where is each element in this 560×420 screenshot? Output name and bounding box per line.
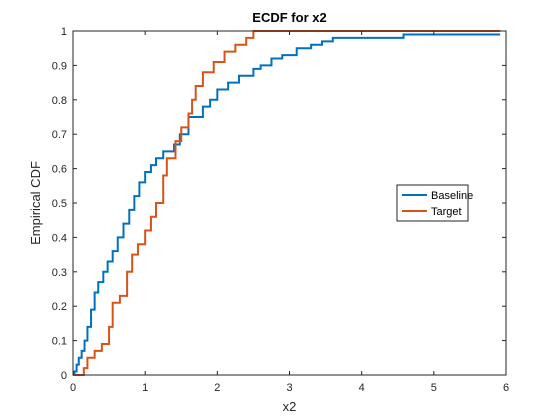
y-tick-label: 0.8 bbox=[52, 95, 67, 107]
y-tick-label: 0.7 bbox=[52, 129, 67, 141]
x-tick-label: 0 bbox=[70, 382, 76, 394]
x-tick-label: 6 bbox=[503, 382, 509, 394]
y-tick-label: 0 bbox=[61, 370, 67, 382]
y-axis-label: Empirical CDF bbox=[28, 161, 43, 245]
chart-title: ECDF for x2 bbox=[252, 10, 326, 25]
y-tick-label: 0.3 bbox=[52, 267, 67, 279]
x-tick-label: 4 bbox=[359, 382, 365, 394]
series-layer bbox=[73, 30, 501, 376]
y-tick-label: 0.6 bbox=[52, 164, 67, 176]
y-tick-label: 0.9 bbox=[52, 60, 67, 72]
x-axis-label: x2 bbox=[283, 399, 297, 414]
x-tick-label: 1 bbox=[142, 382, 148, 394]
legend-box bbox=[396, 184, 469, 222]
legend: Baseline Target bbox=[396, 184, 473, 222]
y-tick-label: 0.1 bbox=[52, 336, 67, 348]
legend-label-baseline: Baseline bbox=[431, 190, 473, 202]
x-tick-label: 5 bbox=[431, 382, 437, 394]
series-line-target bbox=[73, 30, 501, 376]
x-tick-label: 2 bbox=[214, 382, 220, 394]
axes-layer: 0 1 2 3 4 5 6 0 0.1 0.2 0.3 0.4 0.5 0.6 0.7 0.8 0.9 1 bbox=[52, 26, 509, 394]
y-tick-label: 0.5 bbox=[52, 198, 67, 210]
legend-label-target: Target bbox=[431, 206, 462, 218]
x-tick-label: 3 bbox=[286, 382, 292, 394]
y-tick-label: 1 bbox=[61, 26, 67, 38]
y-tick-label: 0.4 bbox=[52, 232, 67, 244]
y-tick-label: 0.2 bbox=[52, 301, 67, 313]
series-line-baseline bbox=[73, 33, 501, 376]
